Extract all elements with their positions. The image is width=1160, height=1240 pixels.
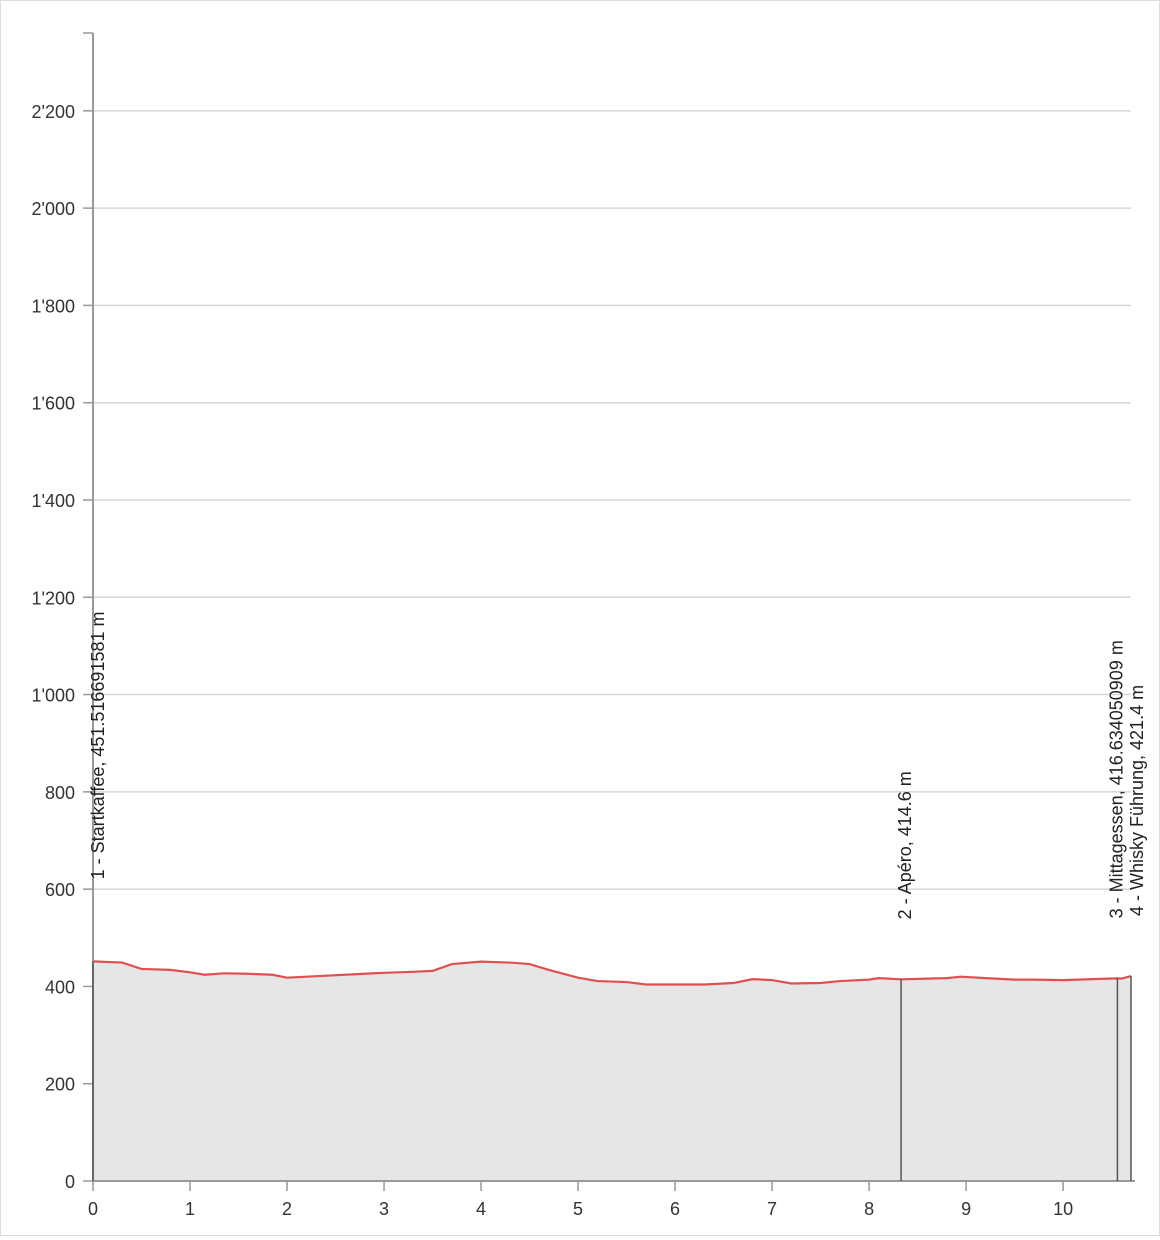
- elevation-area: [92, 960, 1132, 1181]
- x-tick-label: 3: [379, 1199, 389, 1219]
- x-tick-label: 2: [282, 1199, 292, 1219]
- gridlines: [93, 110, 1131, 1085]
- y-tick-label: 2'200: [32, 102, 75, 122]
- y-tick-label: 1'400: [32, 491, 75, 511]
- y-tick-label: 2'000: [32, 199, 75, 219]
- waypoint-markers: 1 - Startkaffee, 451.516691581 m 2 - Apér…: [88, 612, 1147, 1181]
- y-tick-label: 200: [45, 1075, 75, 1095]
- x-tick-label: 7: [767, 1199, 777, 1219]
- y-tick-label: 600: [45, 880, 75, 900]
- tick-labels: 0 200 400 600 800 1'000 1'200 1'400 1'600 1'800 2'…: [32, 102, 1074, 1219]
- y-tick-label: 1'000: [32, 686, 75, 706]
- y-tick-label: 400: [45, 977, 75, 997]
- elevation-line: [92, 960, 1132, 986]
- x-tick-label: 1: [185, 1199, 195, 1219]
- x-tick-label: 0: [88, 1199, 98, 1219]
- x-tick-label: 5: [573, 1199, 583, 1219]
- x-tick-label: 6: [670, 1199, 680, 1219]
- marker-label: 3 - Mittagessen, 416.634050909 m: [1106, 640, 1126, 918]
- y-tick-label: 0: [65, 1172, 75, 1192]
- marker-label: 4 - Whisky Führung, 421.4 m: [1127, 685, 1147, 916]
- x-tick-label: 9: [961, 1199, 971, 1219]
- x-tick-label: 10: [1053, 1199, 1073, 1219]
- marker-label: 1 - Startkaffee, 451.516691581 m: [88, 612, 108, 880]
- y-tick-label: 1'600: [32, 394, 75, 414]
- elevation-fill: [93, 961, 1131, 1181]
- y-tick-label: 1'800: [32, 296, 75, 316]
- y-tick-label: 800: [45, 783, 75, 803]
- x-tick-label: 4: [476, 1199, 486, 1219]
- marker-label: 2 - Apéro, 414.6 m: [895, 771, 915, 919]
- x-tick-label: 8: [864, 1199, 874, 1219]
- y-tick-label: 1'200: [32, 588, 75, 608]
